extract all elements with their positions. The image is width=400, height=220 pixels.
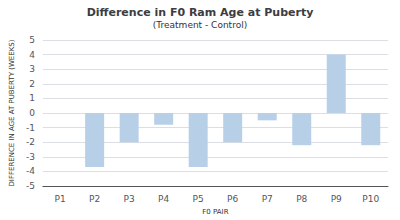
svg-text:P9: P9 (331, 194, 342, 204)
svg-text:P2: P2 (89, 194, 100, 204)
svg-text:P7: P7 (262, 194, 273, 204)
svg-text:3: 3 (29, 64, 35, 74)
svg-text:-1: -1 (26, 123, 35, 133)
svg-text:1: 1 (29, 93, 35, 103)
svg-text:P5: P5 (193, 194, 204, 204)
svg-text:-2: -2 (26, 137, 35, 147)
svg-text:4: 4 (29, 50, 35, 60)
svg-text:P3: P3 (124, 194, 135, 204)
svg-text:5: 5 (29, 35, 35, 45)
svg-text:F0 PAIR: F0 PAIR (202, 208, 228, 216)
svg-text:0: 0 (29, 108, 35, 118)
svg-text:P8: P8 (296, 194, 307, 204)
svg-text:P6: P6 (227, 194, 238, 204)
svg-text:2: 2 (29, 79, 35, 89)
svg-text:-3: -3 (26, 152, 35, 162)
svg-text:Difference in F0 Ram Age at Pu: Difference in F0 Ram Age at Puberty (87, 6, 314, 19)
svg-text:P1: P1 (55, 194, 66, 204)
svg-text:-4: -4 (26, 166, 35, 176)
svg-text:P10: P10 (362, 194, 379, 204)
svg-text:P4: P4 (158, 194, 169, 204)
svg-text:(Treatment - Control): (Treatment - Control) (153, 20, 247, 30)
svg-text:DIFFERENCE IN AGE AT PUBERTY (: DIFFERENCE IN AGE AT PUBERTY (WEEKS) (8, 39, 16, 186)
svg-text:-5: -5 (26, 181, 35, 191)
